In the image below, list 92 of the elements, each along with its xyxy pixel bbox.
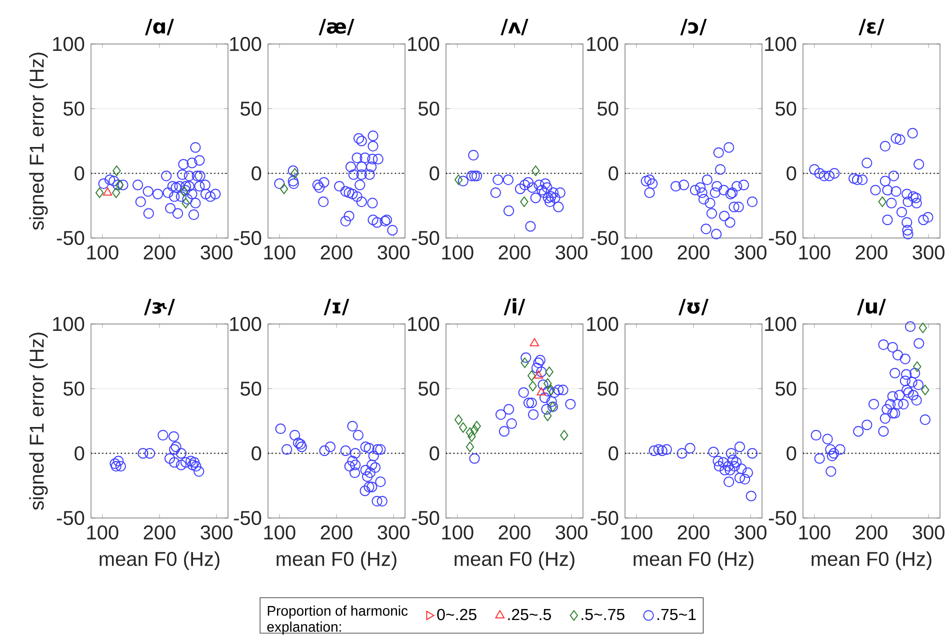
chart-title: /ɑ/ (145, 18, 174, 36)
y-tick-label: 100 (765, 36, 796, 52)
x-tick-label: 300 (378, 525, 410, 540)
y-tick-label: 100 (408, 36, 440, 52)
x-tick-label: 100 (799, 525, 830, 540)
x-tick-label: 200 (144, 245, 176, 260)
y-tick-label: 100 (230, 316, 262, 332)
y-tick-label: 0 (252, 166, 262, 180)
y-tick-label: 50 (240, 102, 262, 116)
x-tick-label: 300 (556, 245, 588, 260)
y-tick-label: 100 (53, 36, 84, 52)
y-tick-label: 50 (240, 382, 262, 396)
x-tick-label: 300 (734, 245, 766, 260)
y-tick-label: 100 (587, 36, 618, 52)
y-tick-label: -50 (412, 230, 440, 246)
y-tick-label: 100 (587, 316, 618, 332)
x-tick-label: 100 (621, 245, 652, 260)
chart-title: /ɔ/ (680, 18, 707, 36)
x-tick-label: 200 (498, 525, 530, 540)
y-tick-label: 50 (598, 382, 618, 396)
y-tick-label: 0 (74, 166, 84, 180)
y-tick-label: -50 (56, 230, 84, 246)
x-tick-label: 300 (378, 245, 410, 260)
x-axis-title: mean F0 (Hz) (276, 551, 396, 570)
x-tick-label: 300 (200, 245, 232, 260)
y-tick-label: 0 (430, 446, 440, 460)
x-axis-title: mean F0 (Hz) (454, 551, 574, 570)
chart-title: /u/ (857, 298, 886, 316)
x-tick-label: 200 (856, 245, 888, 260)
x-tick-label: 100 (87, 245, 118, 260)
y-tick-label: -50 (768, 510, 796, 526)
x-tick-label: 200 (144, 525, 176, 540)
legend-label: .25~.5 (508, 608, 551, 620)
x-axis-title: mean F0 (Hz) (100, 551, 220, 570)
x-tick-label: 200 (320, 525, 352, 540)
x-tick-label: 100 (87, 525, 118, 540)
legend-title: Proportion of harmonic explanation: (267, 606, 408, 635)
x-tick-label: 200 (678, 525, 710, 540)
legend-label: .75~1 (658, 608, 696, 620)
y-tick-label: 100 (53, 316, 84, 332)
y-tick-label: -50 (590, 510, 618, 526)
y-tick-label: 0 (74, 446, 84, 460)
x-axis-title: mean F0 (Hz) (812, 551, 932, 570)
y-tick-label: -50 (234, 230, 262, 246)
chart-title: /ɪ/ (324, 298, 350, 316)
x-tick-label: 300 (912, 525, 944, 540)
chart-title: /i/ (504, 298, 526, 316)
legend-label: 0~.25 (437, 608, 476, 620)
y-tick-label: 0 (252, 446, 262, 460)
y-tick-label: 50 (64, 382, 84, 396)
y-tick-label: 0 (786, 446, 796, 460)
chart-title: /ʊ/ (678, 298, 709, 316)
x-tick-label: 100 (621, 525, 652, 540)
y-tick-label: -50 (56, 510, 84, 526)
y-tick-label: 0 (430, 166, 440, 180)
y-axis-title: signed F1 error (Hz) (29, 332, 48, 510)
y-tick-label: 0 (786, 166, 796, 180)
x-tick-label: 100 (442, 525, 474, 540)
y-tick-label: 50 (598, 102, 618, 116)
y-tick-label: 0 (608, 446, 618, 460)
x-tick-label: 100 (442, 245, 474, 260)
x-axis-title: mean F0 (Hz) (634, 551, 754, 570)
x-tick-label: 100 (799, 245, 830, 260)
chart-title: /æ/ (318, 18, 354, 36)
y-axis-title: signed F1 error (Hz) (29, 52, 48, 230)
x-tick-label: 200 (498, 245, 530, 260)
y-tick-label: 100 (765, 316, 796, 332)
x-tick-label: 100 (264, 525, 296, 540)
legend-label: .5~.75 (582, 608, 624, 620)
x-tick-label: 300 (734, 525, 766, 540)
chart-title: /ʌ/ (500, 18, 528, 36)
y-tick-label: -50 (412, 510, 440, 526)
x-tick-label: 300 (200, 525, 232, 540)
y-tick-label: 50 (64, 102, 84, 116)
y-tick-label: 50 (776, 102, 796, 116)
y-tick-label: -50 (590, 230, 618, 246)
y-tick-label: 0 (608, 166, 618, 180)
x-tick-label: 200 (320, 245, 352, 260)
y-tick-label: 50 (418, 382, 440, 396)
y-tick-label: 50 (776, 382, 796, 396)
y-tick-label: 100 (408, 316, 440, 332)
x-tick-label: 200 (856, 525, 888, 540)
x-tick-label: 100 (264, 245, 296, 260)
chart-title: /ɛ/ (858, 18, 884, 36)
x-tick-label: 300 (556, 525, 588, 540)
y-tick-label: -50 (768, 230, 796, 246)
y-tick-label: 50 (418, 102, 440, 116)
x-tick-label: 200 (678, 245, 710, 260)
y-tick-label: -50 (234, 510, 262, 526)
y-tick-label: 100 (230, 36, 262, 52)
chart-title: /ɝ/ (144, 298, 175, 316)
x-tick-label: 300 (912, 245, 944, 260)
